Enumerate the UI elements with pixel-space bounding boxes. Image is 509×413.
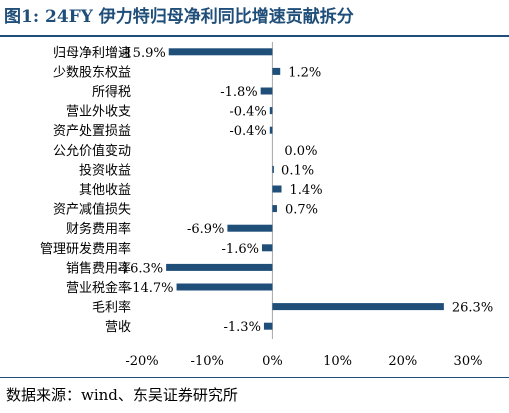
value-label-3: -1.8% <box>220 85 257 100</box>
x-tick-label-2: -10% <box>191 354 224 369</box>
bar-13 <box>176 283 273 291</box>
value-label-6: 0.0% <box>284 144 317 159</box>
bar-10 <box>227 224 273 232</box>
value-label-5: -0.4% <box>229 124 266 139</box>
category-label-5: 资产处置损益 <box>53 124 131 139</box>
category-label-1: 归母净利增速 <box>53 46 131 61</box>
x-tick-label-1: -20% <box>125 354 158 369</box>
category-label-12: 销售费用率 <box>66 260 131 276</box>
bar-4 <box>269 107 273 115</box>
category-label-4: 营业外收支 <box>66 105 131 120</box>
bar-8 <box>272 185 282 193</box>
bar-15 <box>263 322 273 330</box>
bar-9 <box>272 205 277 213</box>
category-label-15: 营收 <box>105 320 131 335</box>
value-label-4: -0.4% <box>229 105 266 120</box>
category-label-11: 管理研发费用率 <box>40 241 131 257</box>
bar-7 <box>272 165 274 173</box>
x-tick-label-5: 20% <box>388 354 417 369</box>
bar-12 <box>166 263 273 271</box>
x-tick-label-4: 10% <box>323 354 352 369</box>
value-label-14: 26.3% <box>452 301 493 316</box>
value-label-7: 0.1% <box>281 163 314 178</box>
bar-chart: 归母净利增速-15.9% 少数股东权益 1.2% 所得税 -1.8% 营业外收支 -0.4%… <box>40 42 493 369</box>
chart-title: 图1: 24FY 伊力特归母净利同比增速贡献拆分 <box>4 7 354 27</box>
x-tick-label-6: 30% <box>454 354 483 369</box>
title-divider <box>0 35 509 37</box>
value-label-12: -16.3% <box>117 261 163 276</box>
bar-5 <box>269 126 273 134</box>
category-label-6: 公允价值变动 <box>53 143 131 159</box>
value-label-15: -1.3% <box>224 320 261 335</box>
category-label-10: 财务费用率 <box>66 221 131 237</box>
footer-divider <box>0 377 509 378</box>
category-label-3: 所得税 <box>92 84 131 100</box>
value-label-1: -15.9% <box>120 46 166 61</box>
category-label-13: 营业税金率 <box>66 280 131 296</box>
category-label-2: 少数股东权益 <box>53 64 131 80</box>
category-label-9: 资产减值损失 <box>53 202 131 218</box>
bar-1 <box>168 48 273 56</box>
data-source-note: 数据来源：wind、东吴证券研究所 <box>6 386 238 404</box>
value-label-9: 0.7% <box>285 203 318 218</box>
category-label-7: 投资收益 <box>79 162 131 178</box>
category-label-14: 毛利率 <box>92 300 131 316</box>
bar-11 <box>261 244 273 252</box>
value-label-13: -14.7% <box>128 281 174 296</box>
category-label-8: 其他收益 <box>79 183 131 198</box>
bar-3 <box>260 87 273 95</box>
value-label-2: 1.2% <box>288 65 321 80</box>
bar-14 <box>272 303 444 311</box>
value-label-10: -6.9% <box>187 222 224 237</box>
x-tick-label-3: 0% <box>262 354 283 369</box>
value-label-11: -1.6% <box>222 242 259 257</box>
value-label-8: 1.4% <box>290 183 323 198</box>
bar-2 <box>272 67 281 75</box>
